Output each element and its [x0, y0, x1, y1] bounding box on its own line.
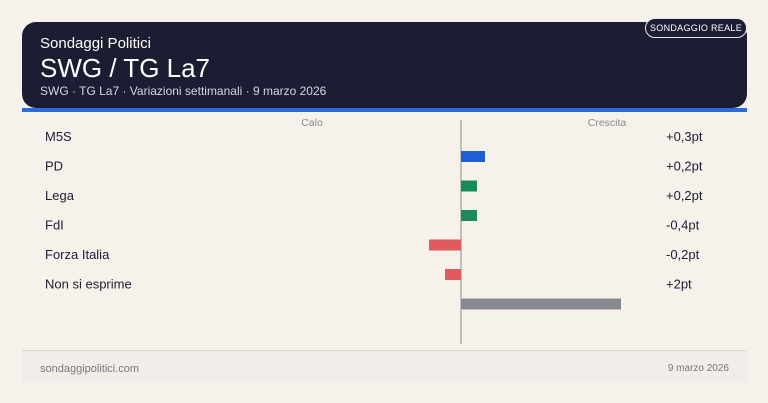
bar — [461, 180, 477, 192]
category-label: FdI — [45, 218, 64, 233]
change-chart: Calo Crescita M5S +0,3pt PD +0,2pt Lega +0,2pt F… — [45, 117, 703, 344]
category-label: M5S — [45, 129, 72, 144]
value-label: -0,4pt — [666, 218, 700, 233]
category-label: Non si esprime — [45, 277, 132, 292]
value-label: -0,2pt — [666, 247, 700, 262]
footer: sondaggipolitici.com 9 marzo 2026 — [22, 350, 747, 382]
footer-date: 9 marzo 2026 — [667, 363, 729, 374]
bar — [461, 210, 477, 221]
value-label: +0,2pt — [666, 188, 703, 203]
accent-bar — [22, 108, 747, 112]
bar — [461, 151, 485, 162]
neg-direction-label: Calo — [301, 117, 323, 129]
header-panel: Sondaggi Politici SWG / TG La7 SWG · TG … — [22, 18, 747, 108]
header-kicker: Sondaggi Politici — [40, 35, 151, 52]
pos-direction-label: Crescita — [588, 117, 627, 129]
category-label: Lega — [45, 188, 75, 203]
bar — [445, 269, 461, 280]
value-label: +0,2pt — [666, 159, 703, 174]
page-title: SWG / TG La7 — [40, 53, 211, 83]
category-label: Forza Italia — [45, 247, 110, 262]
bar — [461, 298, 621, 310]
value-label: +2pt — [666, 277, 692, 292]
value-label: +0,3pt — [666, 129, 703, 144]
footer-site: sondaggipolitici.com — [40, 363, 140, 375]
status-badge: SONDAGGIO REALE — [645, 18, 747, 38]
bar — [429, 239, 461, 251]
category-label: PD — [45, 159, 63, 174]
page-subtitle: SWG · TG La7 · Variazioni settimanali · … — [40, 84, 327, 98]
